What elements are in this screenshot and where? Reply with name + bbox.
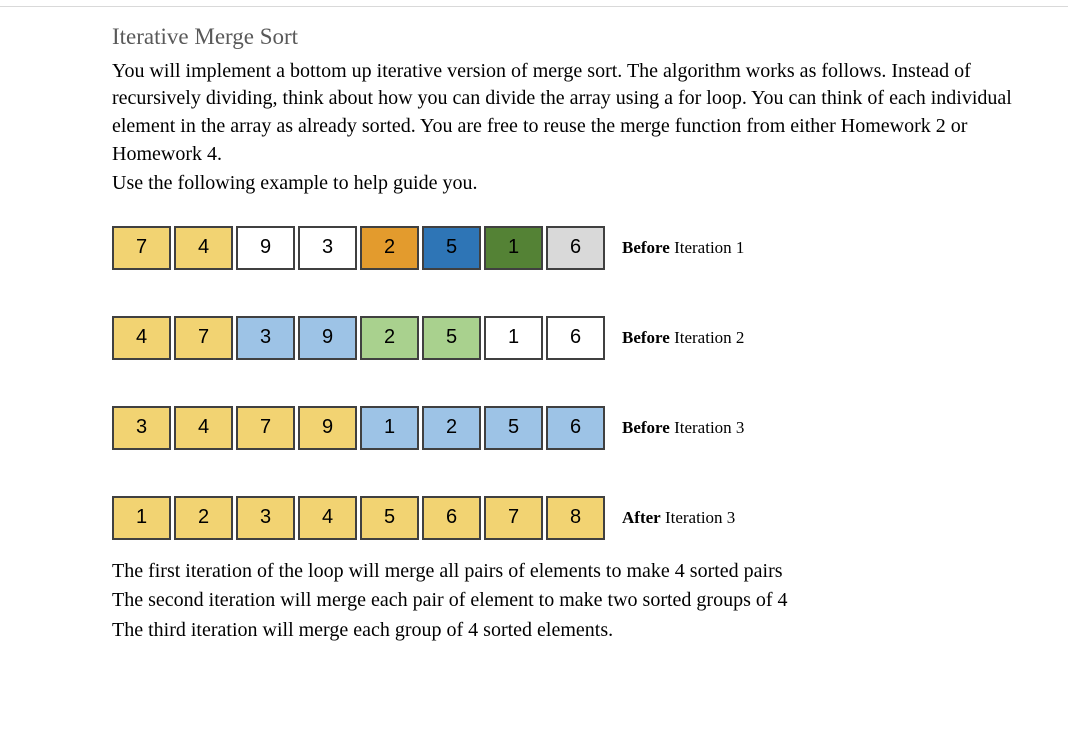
content-area: Iterative Merge Sort You will implement …	[0, 0, 1068, 645]
array-cell: 7	[484, 496, 543, 540]
array-row: 47392516 Before Iteration 2	[112, 316, 1028, 360]
array-cell: 3	[298, 226, 357, 270]
array-cell: 4	[174, 226, 233, 270]
array-cell: 7	[174, 316, 233, 360]
top-rule	[0, 6, 1068, 8]
array-cell: 1	[112, 496, 171, 540]
array-cell: 6	[546, 226, 605, 270]
array-cell: 5	[422, 226, 481, 270]
array-row: 34791256 Before Iteration 3	[112, 406, 1028, 450]
array-cell: 1	[484, 316, 543, 360]
array-cell: 5	[360, 496, 419, 540]
array-cell: 7	[236, 406, 295, 450]
row-label-prefix: Before	[622, 238, 670, 257]
array-cells: 34791256	[112, 406, 608, 450]
diagram-block: 74932516Before Iteration 147392516Before…	[112, 226, 1028, 540]
array-cells: 74932516	[112, 226, 608, 270]
document-page: Iterative Merge Sort You will implement …	[0, 0, 1068, 744]
array-cell: 1	[484, 226, 543, 270]
explanation-line: The second iteration will merge each pai…	[112, 587, 1028, 615]
row-label: Before Iteration 1	[622, 238, 744, 258]
array-cell: 5	[422, 316, 481, 360]
array-cells: 47392516	[112, 316, 608, 360]
array-cell: 4	[174, 406, 233, 450]
array-row: 12345678 After Iteration 3	[112, 496, 1028, 540]
array-cell: 4	[298, 496, 357, 540]
array-cell: 7	[112, 226, 171, 270]
page-title: Iterative Merge Sort	[112, 22, 1028, 52]
row-label-prefix: Before	[622, 418, 670, 437]
array-cell: 3	[112, 406, 171, 450]
array-cell: 9	[298, 316, 357, 360]
row-label: Before Iteration 2	[622, 328, 744, 348]
array-cell: 6	[546, 316, 605, 360]
row-label-rest: Iteration 3	[670, 418, 745, 437]
array-cell: 9	[298, 406, 357, 450]
row-label-prefix: Before	[622, 328, 670, 347]
explanation-block: The first iteration of the loop will mer…	[112, 558, 1028, 645]
array-cell: 4	[112, 316, 171, 360]
array-cell: 3	[236, 316, 295, 360]
followup-paragraph: Use the following example to help guide …	[112, 170, 1028, 198]
array-cell: 5	[484, 406, 543, 450]
intro-paragraph: You will implement a bottom up iterative…	[112, 58, 1028, 168]
explanation-line: The third iteration will merge each grou…	[112, 617, 1028, 645]
row-label-rest: Iteration 1	[670, 238, 745, 257]
row-label-prefix: After	[622, 508, 661, 527]
array-cell: 8	[546, 496, 605, 540]
array-cell: 2	[174, 496, 233, 540]
array-row: 74932516 Before Iteration 1	[112, 226, 1028, 270]
array-cell: 6	[422, 496, 481, 540]
explanation-line: The first iteration of the loop will mer…	[112, 558, 1028, 586]
array-cell: 3	[236, 496, 295, 540]
array-cell: 9	[236, 226, 295, 270]
array-cells: 12345678	[112, 496, 608, 540]
array-cell: 6	[546, 406, 605, 450]
array-cell: 1	[360, 406, 419, 450]
row-label-rest: Iteration 3	[661, 508, 736, 527]
row-label: After Iteration 3	[622, 508, 735, 528]
row-label: Before Iteration 3	[622, 418, 744, 438]
array-cell: 2	[422, 406, 481, 450]
row-label-rest: Iteration 2	[670, 328, 745, 347]
array-cell: 2	[360, 316, 419, 360]
array-cell: 2	[360, 226, 419, 270]
